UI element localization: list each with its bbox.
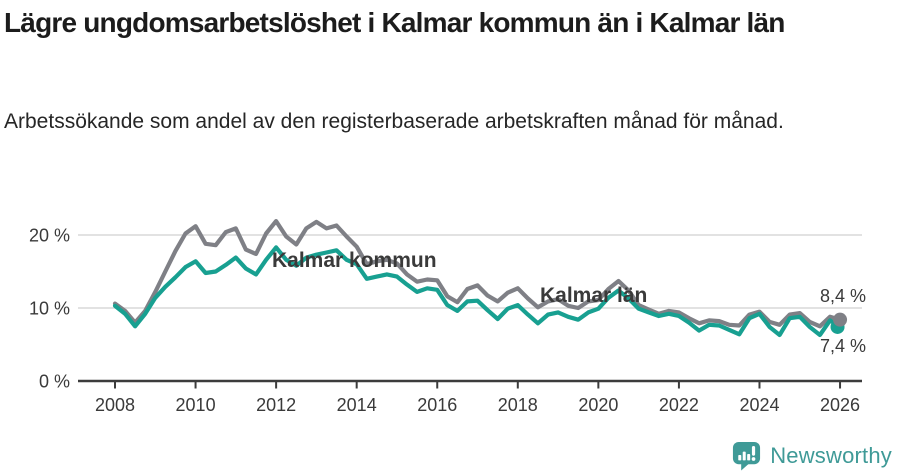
newsworthy-bubble-chart-icon <box>733 441 761 471</box>
y-tick-label: 10 % <box>29 299 70 319</box>
x-tick-label: 2024 <box>739 395 779 415</box>
y-tick-label: 20 % <box>29 226 70 246</box>
x-tick-label: 2012 <box>256 395 296 415</box>
series-line-kalmar-län <box>112 219 843 329</box>
x-tick-label: 2020 <box>578 395 618 415</box>
line-chart: 2008 2010 2012 2014 2016 2018 2020 2022 2024 2026… <box>29 219 866 415</box>
x-tick-label: 2008 <box>95 395 135 415</box>
x-tick-label: 2018 <box>498 395 538 415</box>
chart-title: Lägre ungdomsarbetslöshet i Kalmar kommu… <box>4 7 785 38</box>
series-line-kalmar-kommun <box>112 245 843 338</box>
end-dot-kalmar-län <box>833 312 848 327</box>
newsworthy-logo: Newsworthy <box>731 440 892 471</box>
x-tick-label: 2022 <box>659 395 699 415</box>
chart-subtitle: Arbetssökande som andel av den registerb… <box>4 110 784 133</box>
x-tick-label: 2010 <box>176 395 216 415</box>
series-label: Kalmar kommun <box>272 249 437 272</box>
newsworthy-wordmark: Newsworthy <box>770 442 892 468</box>
x-tick-label: 2014 <box>337 395 377 415</box>
y-tick-label: 0 % <box>39 372 70 392</box>
end-value-label: 7,4 % <box>820 336 866 356</box>
x-tick-label: 2026 <box>820 395 860 415</box>
end-value-label: 8,4 % <box>820 286 866 306</box>
x-tick-label: 2016 <box>417 395 457 415</box>
series-label: Kalmar län <box>540 284 647 307</box>
